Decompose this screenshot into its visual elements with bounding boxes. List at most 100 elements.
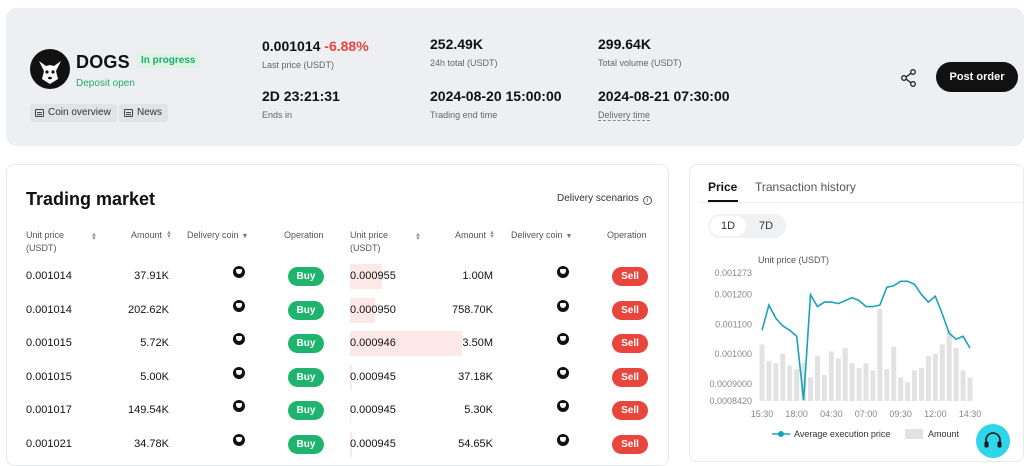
buy-button[interactable]: Buy — [288, 368, 324, 387]
scrollbar[interactable] — [668, 175, 669, 275]
sell-button[interactable]: Sell — [612, 435, 648, 454]
ends-in-value: 2D 23:21:31 — [262, 88, 340, 104]
amount-bar — [961, 370, 966, 401]
amount-bar — [898, 377, 903, 401]
amount-bar — [947, 330, 952, 401]
amount-bar — [968, 377, 973, 401]
y-tick-label: 0.0008420 — [709, 396, 752, 406]
amount-bar — [933, 354, 938, 401]
buy-price: 0.001014 — [26, 260, 72, 293]
delivery-scenarios-link[interactable]: Delivery scenarios i — [557, 193, 652, 205]
amount-bar — [877, 309, 882, 401]
amount-bar — [919, 368, 924, 401]
amount-bar — [787, 366, 792, 401]
news-link[interactable]: News — [119, 104, 168, 122]
buy-amount: 202.62K — [107, 294, 169, 327]
coin-overview-link[interactable]: Coin overview — [30, 104, 117, 122]
amount-bar — [843, 348, 848, 401]
y-tick-label: 0.001200 — [714, 290, 752, 300]
delivery-coin-icon — [233, 300, 245, 312]
coin-overview-label: Coin overview — [48, 107, 111, 118]
sell-amount: 758.70K — [427, 294, 493, 327]
range-selector: 1D 7D — [708, 214, 786, 238]
trading-end-label: Trading end time — [430, 110, 562, 120]
delivery-time-stat: 2024-08-21 07:30:00 Delivery time — [598, 88, 730, 123]
delivery-scenarios-label: Delivery scenarios — [557, 193, 639, 204]
legend-bar-swatch — [905, 429, 923, 439]
buy-button[interactable]: Buy — [288, 334, 324, 353]
col-amount-sell: Amount — [455, 229, 486, 242]
delivery-coin-icon — [557, 266, 569, 278]
buy-price: 0.001021 — [26, 428, 72, 461]
amount-bar — [829, 351, 834, 401]
buy-amount: 5.00K — [107, 361, 169, 394]
buy-button[interactable]: Buy — [288, 401, 324, 420]
buy-button[interactable]: Buy — [288, 267, 324, 286]
tab-transaction-history[interactable]: Transaction history — [755, 180, 856, 194]
buy-button[interactable]: Buy — [288, 301, 324, 320]
amount-bar — [794, 369, 799, 401]
sell-price: 0.000945 — [350, 361, 396, 394]
post-order-button[interactable]: Post order — [936, 62, 1018, 92]
delivery-time-label[interactable]: Delivery time — [598, 110, 650, 121]
support-button[interactable] — [976, 424, 1010, 458]
sell-button[interactable]: Sell — [612, 267, 648, 286]
share-icon[interactable] — [899, 68, 919, 88]
sell-amount: 54.65K — [427, 428, 493, 461]
sell-button[interactable]: Sell — [612, 368, 648, 387]
col-delivery-coin-sell[interactable]: Delivery coin ▼ — [511, 229, 572, 243]
amount-bar — [870, 370, 875, 401]
amount-bar — [905, 382, 910, 401]
tab-price[interactable]: Price — [708, 180, 737, 194]
trading-market-title: Trading market — [26, 189, 155, 210]
document-icon — [124, 109, 133, 117]
col-delivery-coin-buy[interactable]: Delivery coin ▼ — [187, 229, 248, 243]
table-row: 0.001021 34.78K Buy 0.000945 54.65K Sell — [7, 428, 669, 461]
range-7d-button[interactable]: 7D — [748, 216, 784, 236]
sell-price: 0.000945 — [350, 394, 396, 427]
trading-end-stat: 2024-08-20 15:00:00 Trading end time — [430, 88, 562, 120]
amount-bar — [891, 347, 896, 401]
table-row: 0.001015 5.72K Buy 0.000946 3.50M Sell — [7, 327, 669, 360]
amount-bar — [857, 368, 862, 401]
delivery-time-value: 2024-08-21 07:30:00 — [598, 88, 730, 104]
delivery-coin-icon — [233, 333, 245, 345]
delivery-coin-icon — [233, 400, 245, 412]
buy-price: 0.001017 — [26, 394, 72, 427]
sell-price: 0.000950 — [350, 294, 396, 327]
buy-price: 0.001015 — [26, 361, 72, 394]
total-24h-stat: 252.49K 24h total (USDT) — [430, 36, 498, 68]
x-tick-label: 12:00 — [924, 409, 947, 419]
trading-end-value: 2024-08-20 15:00:00 — [430, 88, 562, 104]
sort-icon[interactable]: ▲ ▼ — [91, 233, 96, 242]
sort-icon[interactable]: ▲ ▼ — [489, 231, 494, 240]
price-panel: Price Transaction history 1D 7D Unit pri… — [689, 164, 1024, 462]
table-row: 0.001017 149.54K Buy 0.000945 5.30K Sell — [7, 394, 669, 427]
delivery-coin-icon — [557, 400, 569, 412]
total-24h-label: 24h total (USDT) — [430, 58, 498, 68]
total-volume-stat: 299.64K Total volume (USDT) — [598, 36, 682, 68]
amount-bar — [926, 356, 931, 401]
sell-amount: 5.30K — [427, 394, 493, 427]
delivery-coin-icon — [233, 367, 245, 379]
last-price-value: 0.001014 — [262, 38, 320, 54]
x-tick-label: 14:30 — [959, 409, 982, 419]
x-tick-label: 07:00 — [855, 409, 878, 419]
sort-icon[interactable]: ▲ ▼ — [415, 233, 420, 242]
delivery-coin-icon — [233, 266, 245, 278]
sell-button[interactable]: Sell — [612, 301, 648, 320]
x-tick-label: 15:30 — [751, 409, 774, 419]
buy-amount: 34.78K — [107, 428, 169, 461]
range-1d-button[interactable]: 1D — [710, 216, 746, 236]
amount-bar — [808, 377, 813, 401]
buy-button[interactable]: Buy — [288, 435, 324, 454]
sell-amount: 1.00M — [427, 260, 493, 293]
trading-market-panel: Trading market Delivery scenarios i Unit … — [6, 164, 669, 466]
sell-button[interactable]: Sell — [612, 334, 648, 353]
col-unit-price-buy: Unit price (USDT) — [26, 229, 64, 255]
tab-divider — [700, 202, 1024, 203]
sort-icon[interactable]: ▲ ▼ — [166, 231, 171, 240]
sell-button[interactable]: Sell — [612, 401, 648, 420]
table-row: 0.001014 37.91K Buy 0.000955 1.00M Sell — [7, 260, 669, 293]
